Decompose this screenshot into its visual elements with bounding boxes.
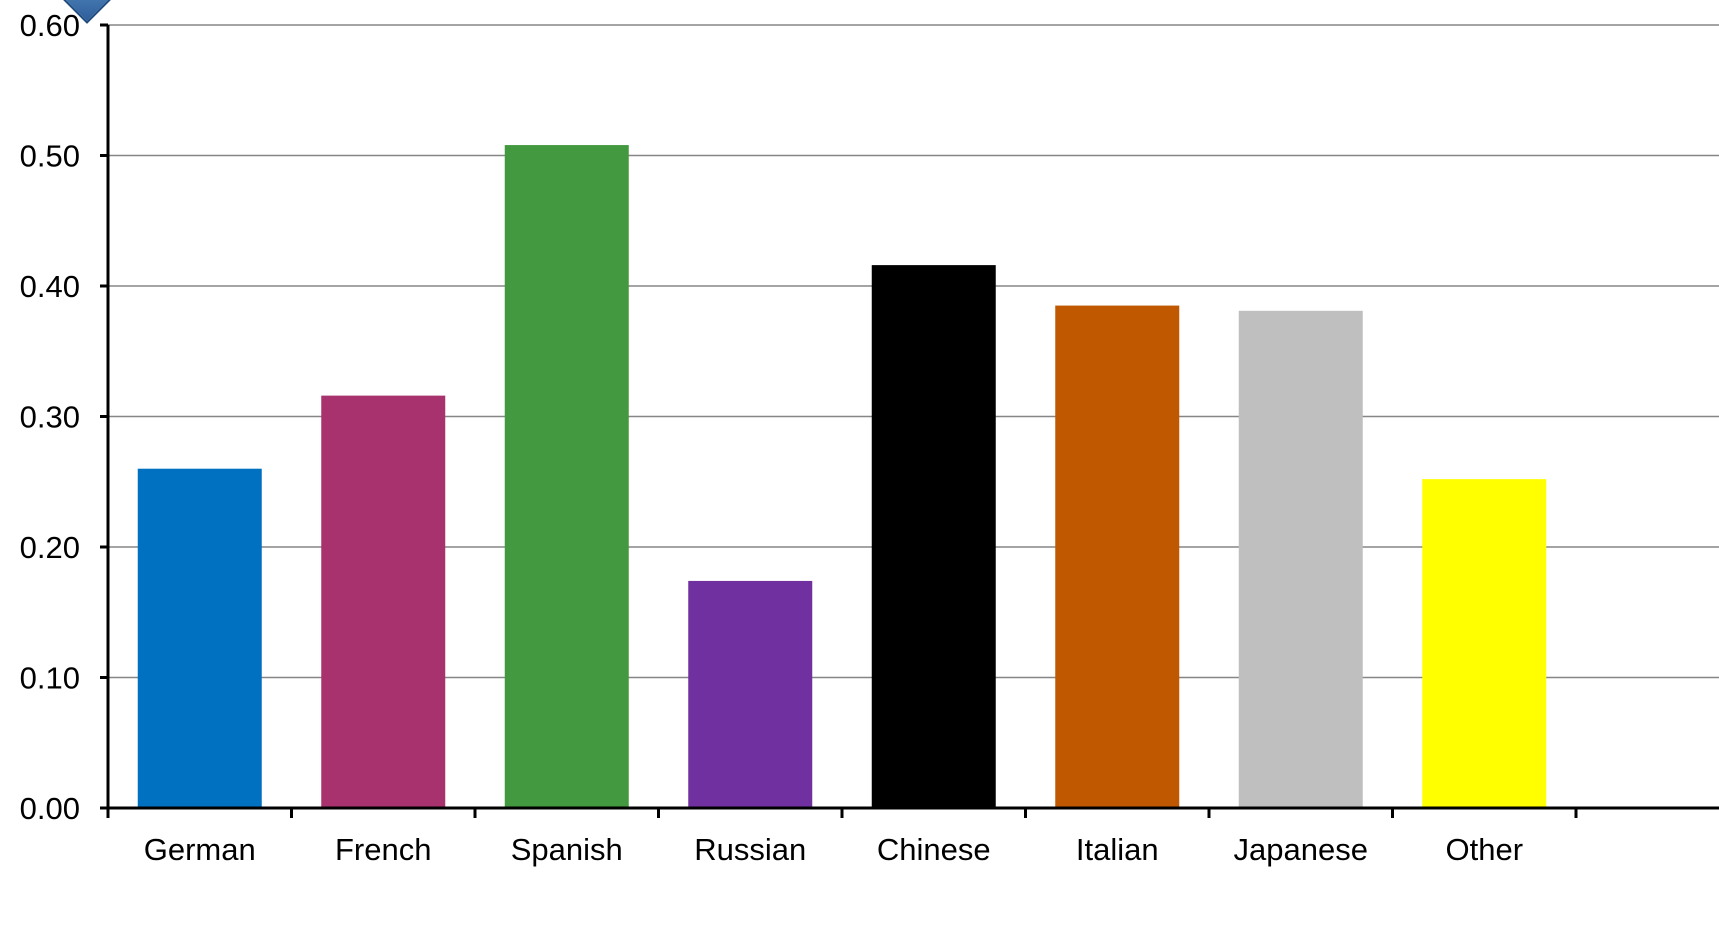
y-tick-label: 0.20 [20,530,80,565]
x-tick-label: Japanese [1234,832,1368,867]
y-tick-label: 0.60 [20,8,80,43]
bar-spanish [504,145,629,808]
x-tick-label: Chinese [877,832,991,867]
x-tick-label: Other [1445,832,1523,867]
x-tick-label: Spanish [511,832,623,867]
x-tick-label: Russian [694,832,806,867]
bar-other [1422,479,1547,808]
x-tick-labels: German French Spanish Russian Chinese Italian… [144,832,1523,867]
bar-chinese [871,265,996,808]
bars [137,145,1547,808]
y-tick-label: 0.10 [20,661,80,696]
axes [100,23,1719,818]
bar-french [321,395,446,808]
bar-german [137,468,262,808]
y-tick-label: 0.30 [20,400,80,435]
x-tick-label: Italian [1076,832,1159,867]
x-tick-label: German [144,832,256,867]
bar-italian [1055,305,1180,808]
y-tick-labels: 0.00 0.10 0.20 0.30 0.40 0.50 0.60 [20,8,80,826]
y-tick-label: 0.40 [20,269,80,304]
x-tick-label: French [335,832,431,867]
y-tick-label: 0.00 [20,791,80,826]
y-tick-label: 0.50 [20,139,80,174]
bar-japanese [1238,310,1363,808]
bar-russian [688,580,813,808]
